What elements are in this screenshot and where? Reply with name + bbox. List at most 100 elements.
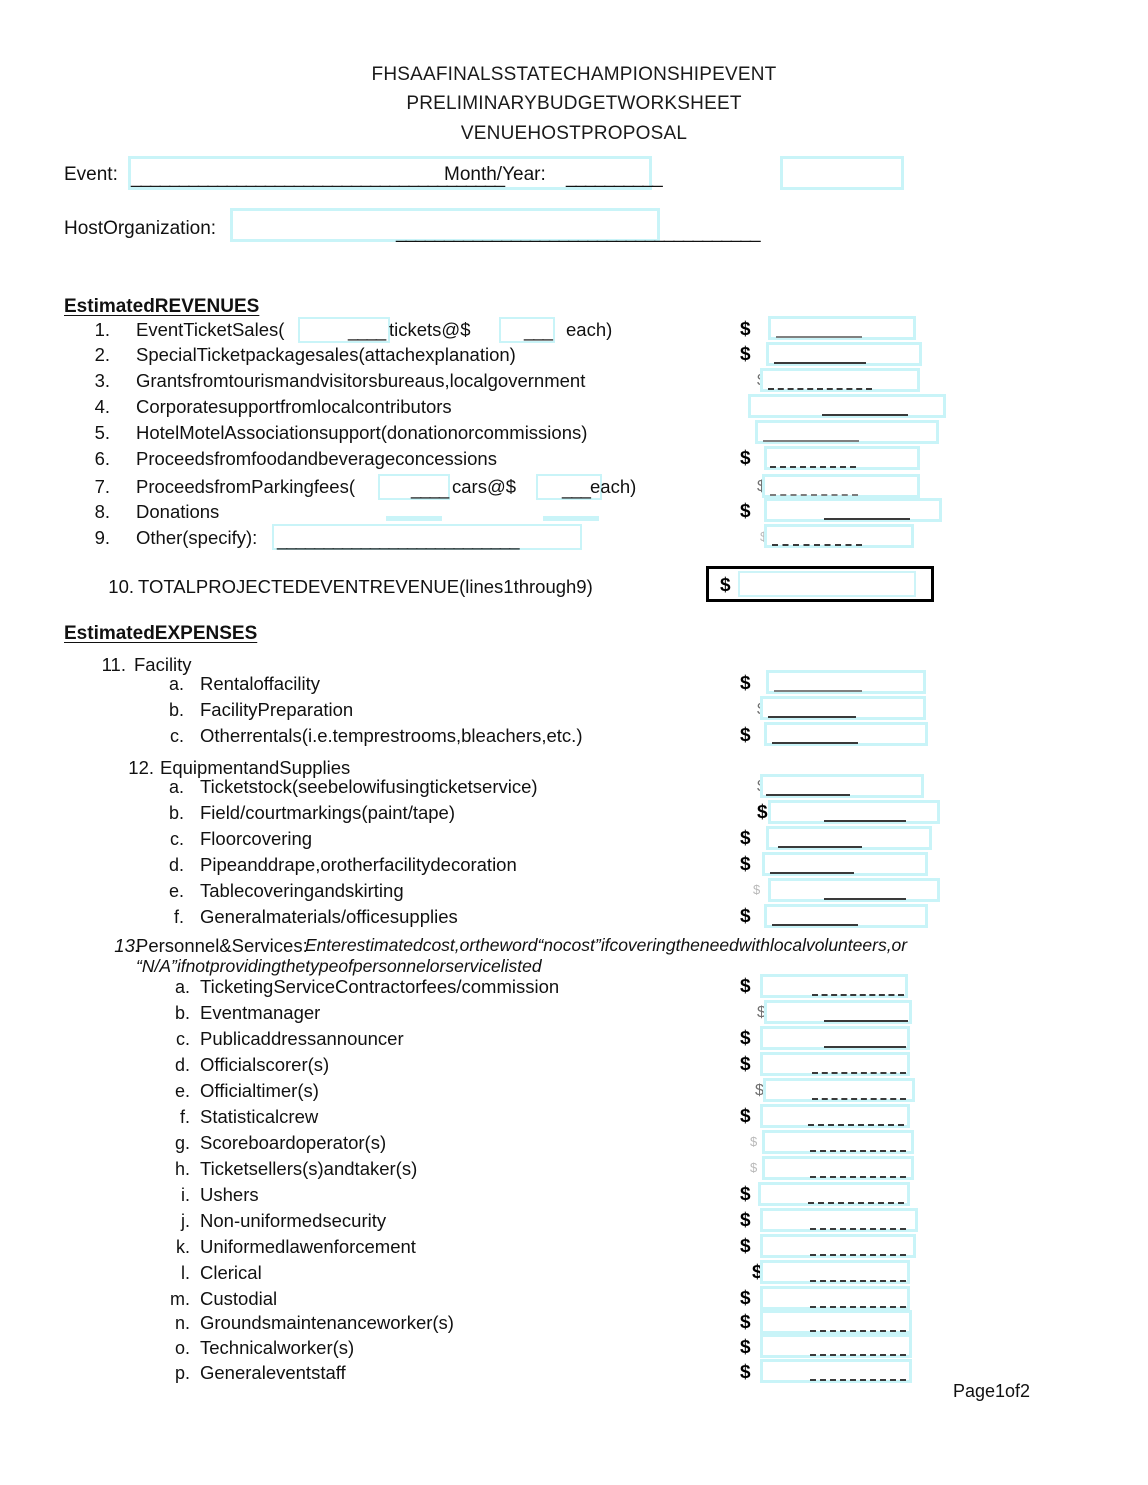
personnel-label-f: Statisticalcrew [200, 1106, 319, 1127]
decorative-strip-left [386, 516, 442, 521]
personnel-dollar-k: $ [740, 1236, 751, 1257]
personnel-label-n: Groundsmaintenanceworker(s) [200, 1312, 454, 1333]
personnel-rule-j [810, 1228, 906, 1230]
personnel-rule-m [810, 1306, 906, 1308]
revenue-4-amount-rule [822, 414, 908, 416]
personnel-alpha-k: k. [175, 1237, 190, 1257]
title-line-2: PRELIMINARYBUDGETWORKSHEET [406, 93, 742, 115]
top-right-input[interactable] [780, 156, 904, 190]
revenue-1-dollar: $ [740, 319, 751, 340]
personnel-rule-k [810, 1254, 906, 1256]
host-organization-label: HostOrganization: [64, 218, 217, 239]
expense-12-dollar-d: $ [740, 854, 751, 875]
expense-12-label-a: Ticketstock(seebelowifusingticketservice… [200, 776, 538, 797]
revenue-label-7b: cars@$ [452, 476, 517, 497]
expense-11-rule-a [774, 690, 862, 692]
expense-12-dollar-e: $ [753, 882, 761, 897]
personnel-dollar-a: $ [740, 976, 751, 997]
personnel-alpha-c: c. [175, 1029, 190, 1049]
personnel-alpha-e: e. [174, 1081, 190, 1101]
personnel-alpha-o: o. [174, 1338, 190, 1358]
expense-11-dollar-c: $ [740, 725, 751, 746]
expense-group-title-12: EquipmentandSupplies [160, 757, 351, 778]
revenue-1-tickets-input[interactable] [298, 317, 390, 343]
expense-12-alpha-d: d. [168, 855, 184, 875]
revenues-heading: EstimatedREVENUES [64, 296, 260, 317]
personnel-label-j: Non-uniformedsecurity [200, 1210, 387, 1231]
personnel-label-p: Generaleventstaff [200, 1362, 346, 1383]
revenue-9-specify-input[interactable] [272, 524, 582, 550]
expense-11-label-b: FacilityPreparation [200, 699, 354, 720]
expense-11-alpha-b: b. [168, 700, 184, 720]
personnel-rule-b [824, 1020, 908, 1022]
expense-12-label-f: Generalmaterials/officesupplies [200, 906, 458, 927]
personnel-alpha-f: f. [179, 1107, 190, 1127]
personnel-rule-c [824, 1046, 906, 1048]
personnel-label-c: Publicaddressannouncer [200, 1028, 404, 1049]
expense-group-num-12: 12. [128, 757, 154, 778]
personnel-rule-h [810, 1176, 906, 1178]
revenue-9-amount-rule [772, 544, 862, 546]
personnel-alpha-d: d. [174, 1055, 190, 1075]
revenue-1-price-input[interactable] [499, 317, 555, 343]
personnel-alpha-j: j. [181, 1211, 190, 1231]
personnel-label-m: Custodial [200, 1288, 278, 1309]
revenue-total-input[interactable] [738, 571, 916, 597]
personnel-rule-d [812, 1072, 906, 1074]
personnel-num: 13. [114, 935, 140, 956]
personnel-dollar-g: $ [750, 1134, 758, 1149]
month-year-label: Month/Year: [444, 164, 546, 185]
revenue-7-cars-input[interactable] [378, 474, 450, 500]
event-label: Event: [64, 164, 118, 185]
personnel-dollar-b: $ [757, 1004, 766, 1021]
revenue-label-3: Grantsfromtourismandvisitorsbureaus,loca… [136, 370, 586, 391]
host-organization-input[interactable] [230, 208, 660, 242]
personnel-alpha-m: m. [170, 1289, 190, 1309]
revenue-num-3: 3. [94, 370, 110, 391]
personnel-label-b: Eventmanager [200, 1002, 321, 1023]
personnel-dollar-m: $ [740, 1288, 751, 1309]
expense-12-rule-d [770, 872, 854, 874]
personnel-alpha-h: h. [174, 1159, 190, 1179]
event-rule: _______________________________________ [131, 167, 505, 188]
expense-11-alpha-c: c. [169, 726, 184, 746]
expense-12-alpha-b: b. [168, 803, 184, 823]
personnel-label-a: TicketingServiceContractorfees/commissio… [200, 976, 560, 997]
expense-12-rule-e [824, 898, 906, 900]
revenue-total-label: TOTALPROJECTEDEVENTREVENUE(lines1through… [138, 576, 593, 597]
revenue-9-specify-rule: __________________________ [277, 529, 520, 550]
expense-12-dollar-c: $ [740, 828, 751, 849]
revenue-2-amount-rule [774, 362, 866, 364]
personnel-alpha-g: g. [174, 1133, 190, 1153]
expense-12-alpha-c: c. [169, 829, 184, 849]
revenue-6-dollar: $ [740, 448, 751, 469]
personnel-instruction-line-1: Enterestimatedcost,ortheword“nocost”ifco… [305, 935, 908, 955]
personnel-dollar-d: $ [740, 1054, 751, 1075]
expense-11-label-a: Rentaloffacility [200, 673, 320, 694]
expense-12-dollar-f: $ [740, 906, 751, 927]
expense-12-dollar-b: $ [757, 802, 768, 823]
revenue-label-1c: each) [566, 319, 613, 340]
revenue-label-1b: tickets@$ [389, 319, 471, 340]
title-line-3: VENUEHOSTPROPOSAL [460, 122, 688, 144]
personnel-label-k: Uniformedlawenforcement [200, 1236, 416, 1257]
revenue-7-rate-input[interactable] [536, 474, 602, 500]
revenue-num-2: 2. [94, 344, 110, 365]
revenue-label-7a: ProceedsfromParkingfees( [136, 476, 356, 497]
expense-12-alpha-e: e. [168, 881, 184, 901]
revenue-label-5: HotelMotelAssociationsupport(donationorc… [136, 422, 588, 443]
personnel-label-i: Ushers [200, 1184, 259, 1205]
personnel-dollar-j: $ [740, 1210, 751, 1231]
event-input[interactable] [128, 156, 652, 190]
revenue-8-dollar: $ [740, 501, 751, 522]
personnel-instruction-line-2: “N/A”ifnotprovidingthetypeofpersonnelors… [136, 956, 542, 976]
personnel-dollar-i: $ [740, 1184, 751, 1205]
revenue-total-num: 10. [108, 576, 134, 597]
revenue-num-5: 5. [94, 422, 110, 443]
expense-11-rule-b [768, 716, 856, 718]
personnel-rule-f [808, 1124, 904, 1126]
expense-11-dollar-a: $ [740, 673, 751, 694]
personnel-alpha-b: b. [174, 1003, 190, 1023]
revenue-2-dollar: $ [740, 344, 751, 365]
revenue-label-7c: each) [590, 476, 637, 497]
